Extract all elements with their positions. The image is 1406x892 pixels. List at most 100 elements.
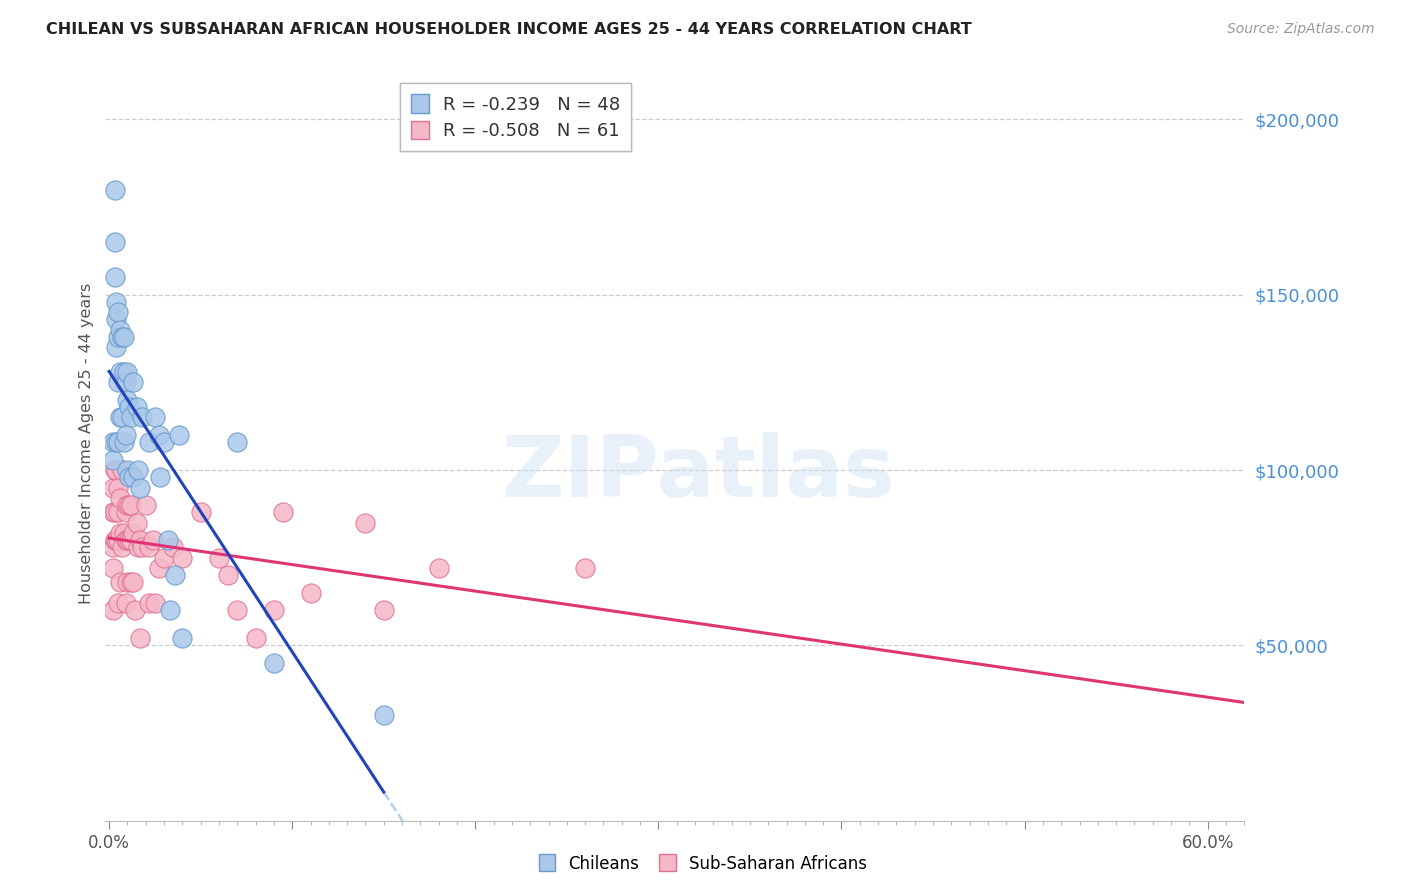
Point [105,463,128,477]
Point [172,550,194,565]
Point [105,340,128,354]
Point [125,516,148,530]
Point [101,561,124,575]
Point [112,526,135,541]
Point [118,470,141,484]
Point [107,481,129,495]
Point [111,330,134,344]
Point [226,435,249,450]
Point [112,330,135,344]
Point [138,540,160,554]
Point [131,410,153,425]
Point [101,540,124,554]
Point [143,596,166,610]
Point [101,603,124,617]
Point [108,365,131,379]
Point [114,596,136,610]
Point [114,505,136,519]
Point [118,498,141,512]
Text: CHILEAN VS SUBSAHARAN AFRICAN HOUSEHOLDER INCOME AGES 25 - 44 YEARS CORRELATION : CHILEAN VS SUBSAHARAN AFRICAN HOUSEHOLDE… [46,22,972,37]
Point [107,505,129,519]
Point [120,575,142,590]
Point [118,400,141,414]
Point [373,708,395,723]
Point [111,410,134,425]
Point [427,561,450,575]
Point [105,294,128,309]
Y-axis label: Householder Income Ages 25 - 44 years: Householder Income Ages 25 - 44 years [79,283,94,605]
Point [172,632,194,646]
Point [108,491,131,505]
Point [354,516,377,530]
Point [117,463,139,477]
Point [117,575,139,590]
Point [127,540,149,554]
Point [118,533,141,548]
Point [138,435,160,450]
Point [138,596,160,610]
Point [101,481,124,495]
Point [125,400,148,414]
Point [129,632,152,646]
Point [271,505,294,519]
Point [107,330,129,344]
Point [104,183,127,197]
Point [131,540,153,554]
Text: Source: ZipAtlas.com: Source: ZipAtlas.com [1227,22,1375,37]
Point [112,435,135,450]
Point [148,561,170,575]
Point [112,365,135,379]
Point [108,526,131,541]
Point [101,505,124,519]
Point [104,270,127,285]
Point [574,561,596,575]
Point [167,428,190,442]
Point [153,550,176,565]
Legend: R = -0.239   N = 48, R = -0.508   N = 61: R = -0.239 N = 48, R = -0.508 N = 61 [399,84,631,151]
Point [114,376,136,390]
Point [159,603,181,617]
Point [226,603,249,617]
Point [263,603,285,617]
Point [114,428,136,442]
Point [143,410,166,425]
Point [114,533,136,548]
Point [263,656,285,670]
Point [122,376,145,390]
Point [108,575,131,590]
Point [104,235,127,250]
Legend: Chileans, Sub-Saharan Africans: Chileans, Sub-Saharan Africans [531,847,875,880]
Point [104,533,127,548]
Point [111,463,134,477]
Point [120,533,142,548]
Point [105,533,128,548]
Point [105,435,128,450]
Point [101,452,124,467]
Point [142,533,165,548]
Point [107,533,129,548]
Point [245,632,267,646]
Point [111,540,134,554]
Point [148,428,170,442]
Point [107,305,129,319]
Point [156,533,179,548]
Point [162,540,184,554]
Point [117,533,139,548]
Point [120,498,142,512]
Point [373,603,395,617]
Point [107,596,129,610]
Point [105,312,128,326]
Point [112,376,135,390]
Point [135,498,157,512]
Point [108,323,131,337]
Point [299,586,322,600]
Point [124,603,146,617]
Point [129,481,152,495]
Point [108,410,131,425]
Point [104,463,127,477]
Point [190,505,212,519]
Point [149,470,172,484]
Point [117,392,139,407]
Point [127,463,149,477]
Point [163,568,186,582]
